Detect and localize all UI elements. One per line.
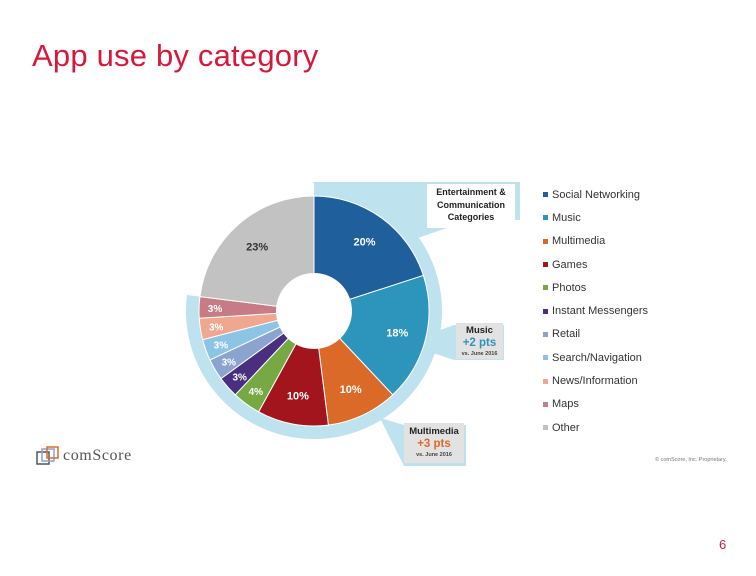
slice-other: [199, 195, 315, 312]
legend-item-search-navigation: Search/Navigation: [543, 346, 648, 369]
callout-multimedia: Multimedia +3 pts vs. June 2016: [404, 425, 464, 459]
slice-label-photos: 4%: [249, 387, 264, 398]
legend-swatch: [543, 331, 548, 337]
page-number: 6: [719, 537, 727, 552]
legend-label: Maps: [552, 398, 579, 411]
slice-label-games: 10%: [287, 391, 309, 403]
callout-music-change: +2 pts: [462, 337, 497, 349]
slice-label-multimedia: 10%: [340, 384, 362, 396]
legend-swatch: [543, 401, 548, 407]
comscore-logo-icon: [36, 446, 59, 465]
callout-box-entertainment: [427, 184, 515, 228]
legend-label: Multimedia: [552, 235, 606, 248]
legend-item-maps: Maps: [543, 393, 648, 416]
legend-swatch: [543, 192, 548, 198]
legend-label: Music: [552, 211, 581, 224]
legend-swatch: [543, 425, 548, 431]
callout-multimedia-change: +3 pts: [417, 438, 451, 450]
callout-music-label: Music: [466, 325, 493, 336]
callout-entertainment-text: Entertainment & Communication Categories: [436, 187, 506, 222]
comscore-logo-text: comScore: [63, 447, 132, 464]
legend-label: Games: [552, 258, 588, 271]
legend-item-social-networking: Social Networking: [543, 183, 648, 206]
legend-swatch: [543, 308, 548, 314]
callout-box-music: [456, 323, 503, 359]
legend-swatch: [543, 262, 548, 268]
callout-multimedia-ref: vs. June 2016: [416, 452, 452, 458]
chart-legend: Social Networking Music Multimedia Games Pho…: [543, 183, 648, 439]
slice-label-maps: 3%: [208, 304, 223, 315]
slice-label-search-navigation: 3%: [214, 341, 229, 352]
legend-label: Photos: [552, 281, 587, 294]
legend-item-music: Music: [543, 206, 648, 229]
callout-entertainment: Entertainment & Communication Categories: [427, 186, 515, 224]
slice-label-retail: 3%: [222, 357, 237, 368]
legend-item-instant-messengers: Instant Messengers: [543, 299, 648, 322]
slice-label-other: 23%: [246, 242, 268, 254]
legend-label: Social Networking: [552, 188, 641, 201]
legend-item-retail: Retail: [543, 323, 648, 346]
slice-labels: 20%18%10%10%4%3%3%3%3%3%23%: [208, 236, 409, 402]
legend-label: Instant Messengers: [552, 305, 648, 318]
slice-label-social-networking: 20%: [353, 236, 375, 248]
legend-label: Other: [552, 421, 580, 434]
legend-swatch: [543, 355, 548, 361]
slice-social-networking: [313, 195, 425, 312]
legend-swatch: [543, 285, 548, 291]
slice-label-news-information: 3%: [209, 323, 224, 334]
legend-item-multimedia: Multimedia: [543, 230, 648, 253]
slice-label-instant-messengers: 3%: [232, 373, 247, 384]
donut-hole: [276, 273, 352, 349]
legend-item-games: Games: [543, 253, 648, 276]
slice-label-music: 18%: [386, 327, 408, 339]
legend-item-photos: Photos: [543, 276, 648, 299]
legend-swatch: [543, 215, 548, 221]
slide-title: App use by category: [32, 38, 319, 73]
callout-box-multimedia: [404, 423, 464, 463]
legend-label: News/Information: [552, 375, 638, 388]
callout-music-ref: vs. June 2016: [461, 351, 498, 357]
comscore-logo: comScore: [36, 446, 132, 466]
legend-swatch: [543, 238, 548, 244]
callout-multimedia-label: Multimedia: [409, 426, 459, 437]
legend-label: Retail: [552, 328, 581, 341]
legend-item-other: Other: [543, 416, 648, 439]
copyright-text: © comScore, Inc. Proprietary.: [655, 457, 727, 463]
callout-music: Music +2 pts vs. June 2016: [456, 324, 503, 358]
legend-label: Search/Navigation: [552, 351, 642, 364]
legend-swatch: [543, 378, 548, 384]
legend-item-news-information: News/Information: [543, 369, 648, 392]
